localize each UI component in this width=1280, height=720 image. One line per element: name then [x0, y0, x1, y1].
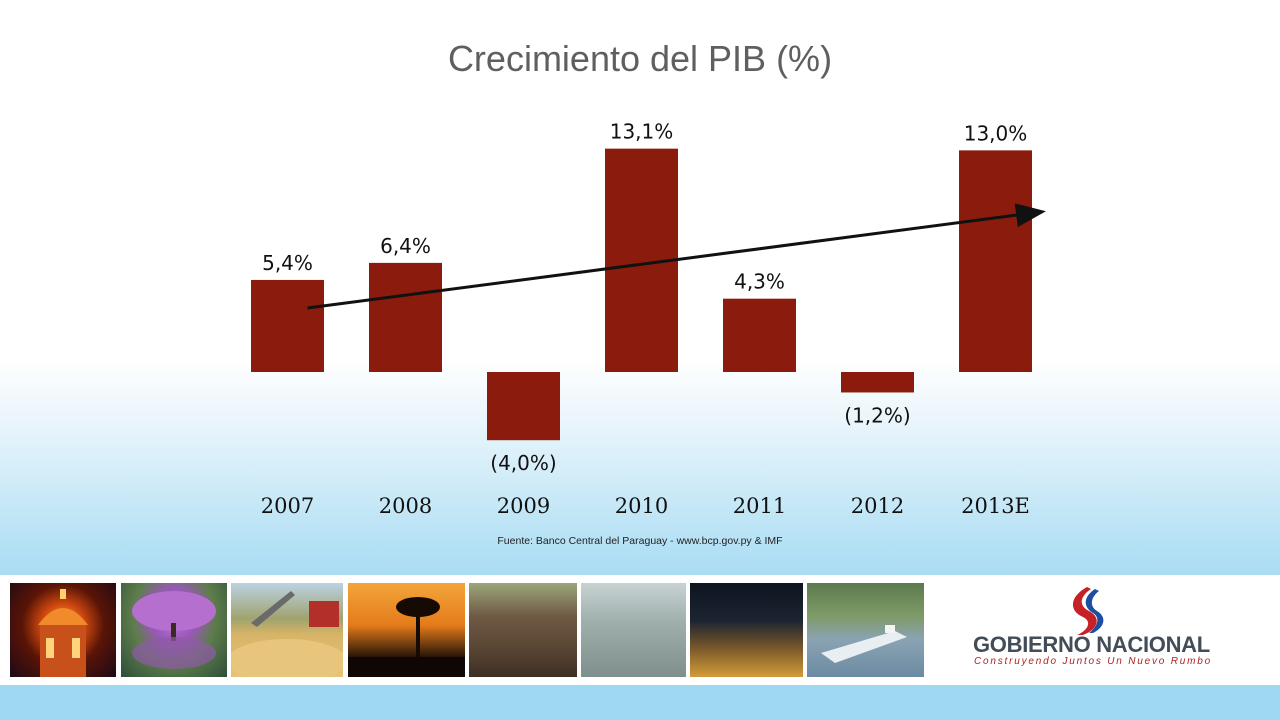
source-note: Fuente: Banco Central del Paraguay - www… [0, 535, 1280, 547]
palace-dome-icon [10, 583, 116, 677]
category-label-2011: 2011 [733, 494, 786, 518]
category-label-2007: 2007 [261, 494, 314, 518]
soybean-harvest-photo [231, 583, 343, 677]
data-label-2007: 5,4% [262, 251, 313, 275]
data-label-2009: (4,0%) [490, 451, 556, 475]
bar-2013E [959, 150, 1032, 372]
factory-photo [581, 583, 686, 677]
bar-2012 [841, 372, 914, 392]
port-night-photo [690, 583, 803, 677]
category-label-2009: 2009 [497, 494, 550, 518]
tree-icon [121, 583, 227, 677]
barge-icon [807, 583, 924, 677]
category-label-2008: 2008 [379, 494, 432, 518]
category-label-2012: 2012 [851, 494, 904, 518]
palm-sunset-photo [348, 583, 465, 677]
harvester-icon [231, 583, 343, 677]
category-label-2013E: 2013E [961, 494, 1030, 518]
bar-2011 [723, 299, 796, 372]
gobierno-nacional-logo: GOBIERNO NACIONAL Construyendo Juntos Un… [965, 585, 1225, 675]
logo-wordmark: GOBIERNO NACIONAL [973, 632, 1210, 658]
flag-ribbon-icon [965, 585, 1225, 635]
data-label-2010: 13,1% [610, 120, 674, 144]
data-label-2008: 6,4% [380, 234, 431, 258]
cattle-photo [469, 583, 577, 677]
bar-2009 [487, 372, 560, 440]
bar-2007 [251, 280, 324, 372]
data-label-2012: (1,2%) [844, 403, 910, 427]
logo-tagline: Construyendo Juntos Un Nuevo Rumbo [974, 656, 1212, 667]
data-label-2013E: 13,0% [964, 121, 1028, 145]
gdp-growth-bar-chart: 5,4% 2007 6,4% 2008 (4,0%) 2009 13,1% 2010 4,3% 2… [0, 0, 1280, 530]
palm-tree-icon [348, 583, 465, 677]
flowering-tree-photo [121, 583, 227, 677]
palace-photo [10, 583, 116, 677]
category-label-2010: 2010 [615, 494, 668, 518]
bar-2008 [369, 263, 442, 372]
bottom-bar [0, 685, 1280, 720]
data-label-2011: 4,3% [734, 270, 785, 294]
river-barge-photo [807, 583, 924, 677]
